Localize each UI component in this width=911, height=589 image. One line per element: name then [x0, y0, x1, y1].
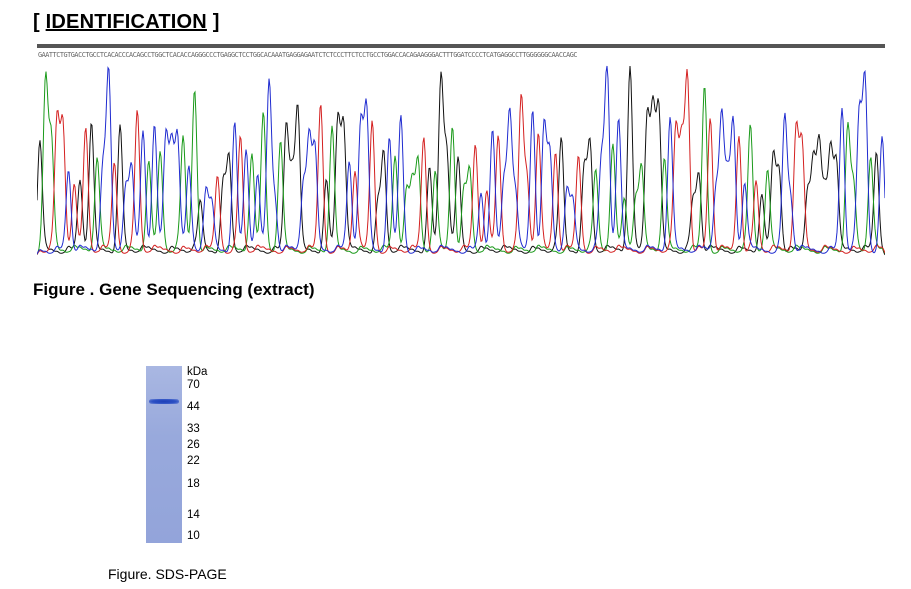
marker-label-33: 33 — [187, 423, 200, 435]
sds-page-caption: Figure. SDS-PAGE — [108, 566, 227, 582]
sequencing-chromatogram — [37, 44, 885, 262]
heading-open-bracket: [ — [33, 11, 46, 33]
trace-c — [37, 65, 885, 255]
heading-title: IDENTIFICATION — [45, 11, 207, 33]
gene-sequencing-caption: Figure . Gene Sequencing (extract) — [33, 280, 315, 299]
protein-band — [149, 399, 179, 404]
marker-unit-label: kDa — [187, 366, 208, 378]
trace-a — [37, 71, 885, 255]
marker-label-22: 22 — [187, 455, 200, 467]
marker-label-14: 14 — [187, 509, 200, 521]
section-heading: [ IDENTIFICATION ] — [33, 11, 220, 34]
marker-label-70: 70 — [187, 379, 200, 391]
base-call-sequence: GAATTCTGTGACCTGCCTCACACCCACAGCCTGGCTCACA… — [38, 51, 578, 59]
marker-label-26: 26 — [187, 439, 200, 451]
marker-label-44: 44 — [187, 401, 200, 413]
heading-close-bracket: ] — [206, 11, 220, 33]
trace-g — [37, 65, 885, 256]
chromatogram-traces — [37, 44, 885, 256]
marker-label-10: 10 — [187, 530, 200, 542]
sds-page-gel-lane — [146, 366, 182, 543]
trace-t — [37, 68, 885, 255]
base-call-tick-bar — [37, 44, 885, 48]
marker-label-18: 18 — [187, 478, 200, 490]
